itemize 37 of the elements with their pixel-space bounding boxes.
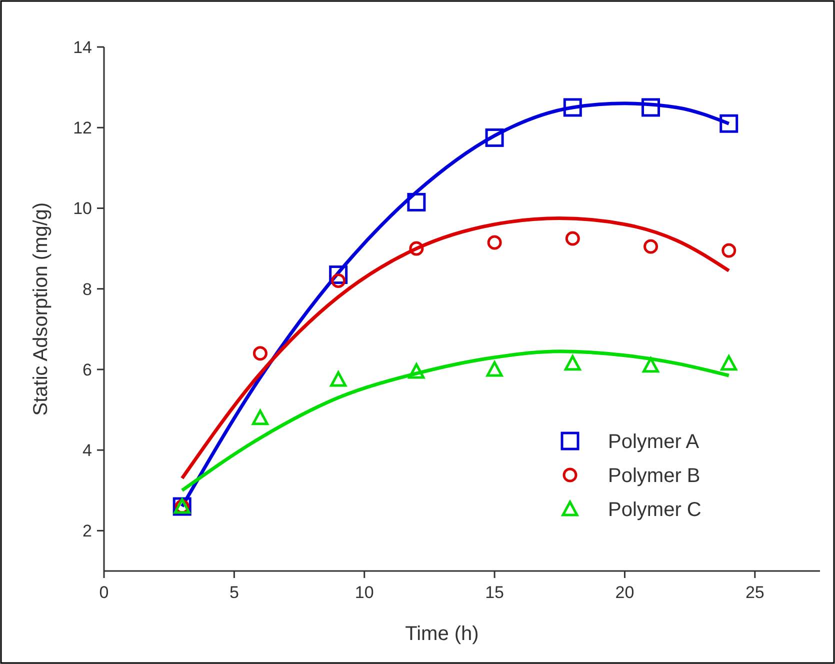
point xyxy=(563,98,582,117)
point xyxy=(485,128,504,147)
point xyxy=(252,410,268,426)
point xyxy=(329,265,348,284)
point xyxy=(720,355,738,371)
y-tick-label: 4 xyxy=(82,441,92,460)
y-tick-label: 2 xyxy=(82,522,92,541)
y-tick-label: 12 xyxy=(73,118,92,138)
point xyxy=(722,243,736,258)
x-tick-label: 15 xyxy=(485,583,504,602)
point xyxy=(487,235,502,250)
point xyxy=(486,361,503,377)
x-axis-title: Time (h) xyxy=(405,623,479,645)
point xyxy=(564,355,581,371)
y-tick-label: 8 xyxy=(82,280,92,299)
legend-label: Polymer B xyxy=(608,465,700,487)
point xyxy=(565,231,580,246)
x-tick-label: 0 xyxy=(99,583,109,602)
point xyxy=(642,98,660,117)
point xyxy=(720,114,738,133)
y-tick-label: 6 xyxy=(82,360,92,380)
y-tick-label: 10 xyxy=(73,199,92,218)
legend-label: Polymer A xyxy=(608,431,700,453)
point xyxy=(407,192,426,212)
x-tick-label: 20 xyxy=(615,583,634,602)
point xyxy=(408,363,425,379)
x-tick-label: 10 xyxy=(354,583,374,602)
point xyxy=(409,241,424,256)
x-tick-label: 25 xyxy=(745,583,764,602)
legend-label: Polymer C xyxy=(608,499,702,521)
point xyxy=(644,239,658,254)
x-tick-label: 5 xyxy=(229,583,239,602)
y-tick-label: 14 xyxy=(73,38,92,57)
point xyxy=(330,371,347,387)
point xyxy=(252,346,268,361)
point xyxy=(642,357,660,373)
y-axis-title: Static Adsorption (mg/g) xyxy=(30,202,52,416)
